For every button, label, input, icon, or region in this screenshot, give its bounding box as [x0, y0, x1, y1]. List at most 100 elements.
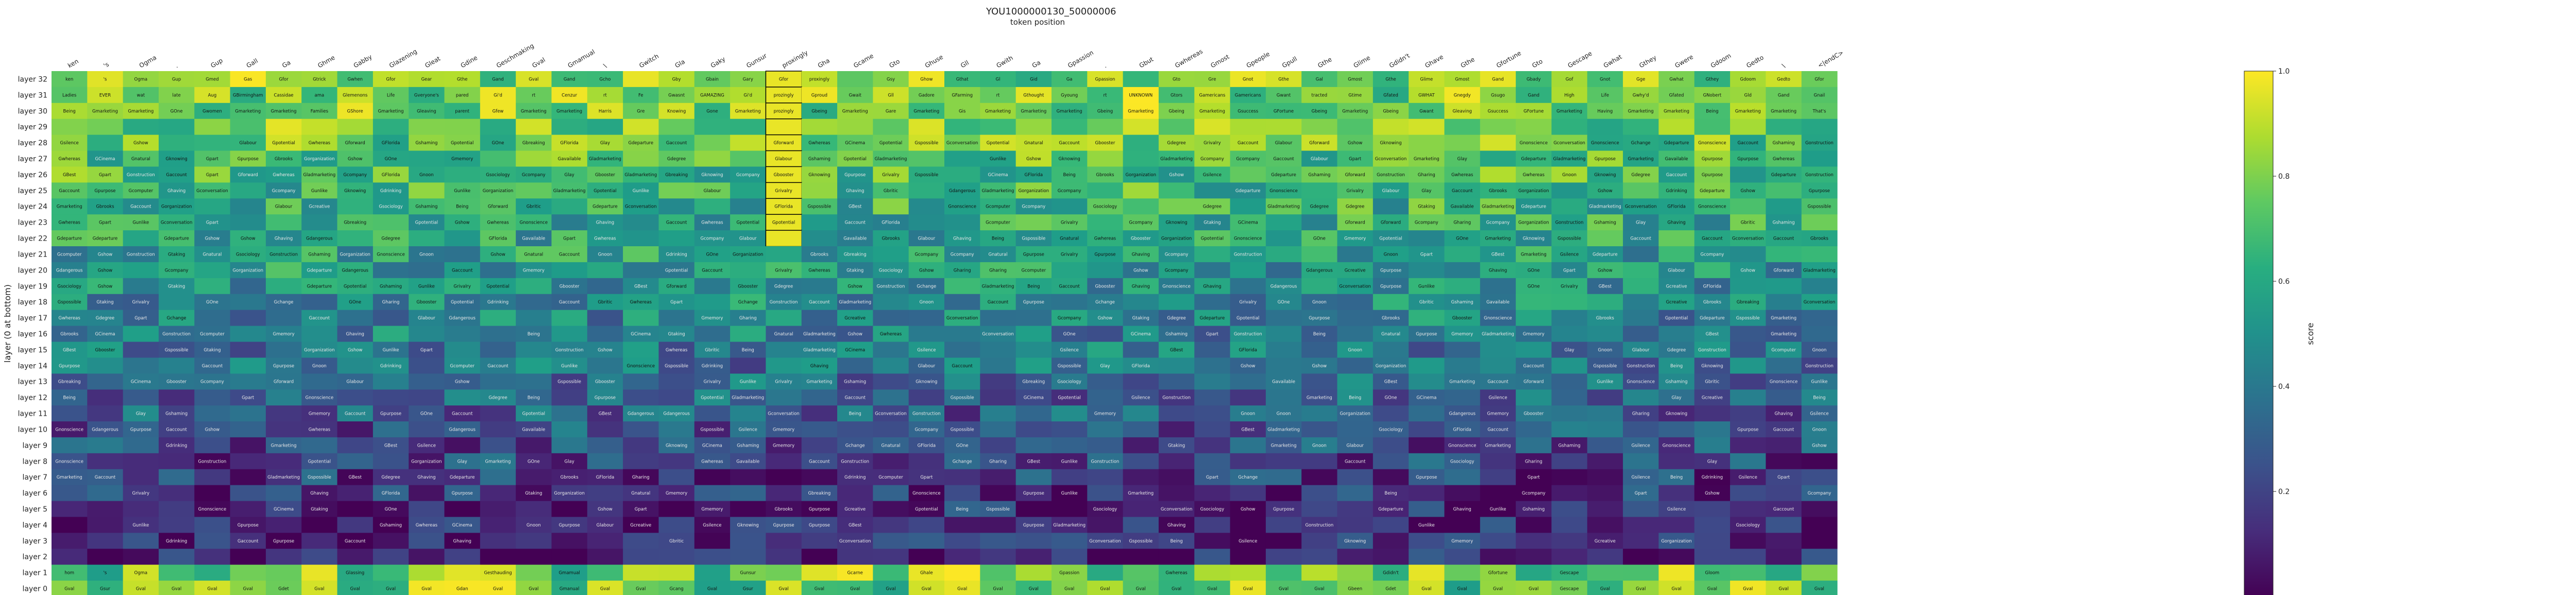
- heatmap-cell: [587, 278, 623, 295]
- heatmap-cell-label: Gthe: [457, 77, 468, 82]
- heatmap-cell: [944, 310, 980, 327]
- heatmap-cell: [52, 389, 88, 406]
- heatmap-cell-label: Gmarketing: [842, 109, 868, 114]
- heatmap-cell-label: Harris: [599, 109, 612, 114]
- heatmap-cell-label: GCinema: [988, 173, 1008, 178]
- heatmap-cell: [516, 501, 552, 517]
- y-axis-label: layer (0 at bottom): [3, 284, 12, 363]
- heatmap-cell: [1658, 87, 1695, 104]
- heatmap-cell: [1801, 533, 1838, 549]
- heatmap-cell-label: Gid: [1030, 77, 1037, 82]
- heatmap-cell: [658, 358, 695, 374]
- heatmap-cell-label: Gnonscience: [55, 427, 83, 432]
- heatmap-cell: [1444, 150, 1481, 167]
- heatmap-cell: [444, 342, 481, 358]
- heatmap-cell-label: Gladmarketing: [982, 284, 1014, 289]
- heatmap-cell-label: Gdrinking: [166, 539, 187, 544]
- heatmap-cell: [444, 182, 481, 199]
- heatmap-cell: [301, 342, 338, 358]
- heatmap-cell-label: Gdangerous: [1306, 268, 1333, 273]
- heatmap-cell: [658, 581, 695, 595]
- heatmap-cell: [1123, 485, 1159, 502]
- heatmap-cell: [480, 342, 516, 358]
- heatmap-cell: [944, 262, 980, 279]
- heatmap-cell: [52, 87, 88, 104]
- heatmap-cell-label: Gwhereas: [1094, 236, 1116, 242]
- heatmap-cell: [908, 342, 945, 358]
- heatmap-cell: [944, 246, 980, 263]
- heatmap-cell: [551, 358, 588, 374]
- heatmap-cell: [1123, 581, 1159, 595]
- heatmap-cell: [1623, 294, 1659, 311]
- heatmap-cell: [980, 150, 1016, 167]
- heatmap-cell: [444, 549, 481, 565]
- heatmap-cell: [409, 198, 445, 215]
- heatmap-cell: [1551, 549, 1588, 565]
- heatmap-cell: [1409, 230, 1445, 247]
- heatmap-cell: [1015, 581, 1052, 595]
- heatmap-cell-label: Gaccount: [666, 141, 687, 146]
- heatmap-cell: [52, 453, 88, 470]
- heatmap-cell: [1444, 103, 1481, 120]
- heatmap-cell: [1265, 103, 1302, 120]
- heatmap-cell: [1409, 581, 1445, 595]
- heatmap-cell-label: Gmarketing: [913, 109, 939, 114]
- heatmap-cell-label: Gcompany: [1022, 205, 1045, 210]
- heatmap-cell: [1658, 182, 1695, 199]
- heatmap-cell-label: Gshaming: [1451, 300, 1473, 305]
- heatmap-cell-label: Gval: [1671, 587, 1681, 592]
- heatmap-cell: [337, 342, 374, 358]
- x-tick-label: Gwere: [1674, 53, 1694, 69]
- heatmap-cell-label: Gconversation: [982, 332, 1014, 337]
- heatmap-cell: [1158, 358, 1195, 374]
- heatmap-cell-label: GCinema: [845, 141, 865, 146]
- heatmap-cell-label: Gshow: [348, 157, 363, 162]
- heatmap-cell: [908, 565, 945, 581]
- x-tick-label: .: [1102, 62, 1107, 70]
- heatmap-cell-label: Gshow: [1312, 364, 1327, 369]
- heatmap-cell-label: Gaccount: [95, 475, 116, 480]
- heatmap-cell: [1516, 246, 1552, 263]
- heatmap-cell: [1444, 517, 1481, 533]
- heatmap-cell: [908, 230, 945, 247]
- heatmap-cell-label: Gshaming: [1558, 443, 1581, 448]
- heatmap-cell: [337, 214, 374, 231]
- heatmap-cell: [444, 230, 481, 247]
- heatmap-cell: [1694, 182, 1731, 199]
- heatmap-cell: [1158, 262, 1195, 279]
- heatmap-cell-label: Gcompany: [914, 427, 938, 432]
- heatmap-cell: [1587, 230, 1623, 247]
- heatmap-cell: [516, 182, 552, 199]
- heatmap-cell-label: Gaccount: [1666, 173, 1687, 178]
- heatmap-cell-label: Gonstruction: [1305, 523, 1333, 528]
- heatmap-cell: [301, 262, 338, 279]
- heatmap-cell: [623, 103, 659, 120]
- heatmap-cell-label: Gwhereas: [416, 523, 438, 528]
- heatmap-cell: [123, 373, 159, 390]
- heatmap-cell: [1623, 134, 1659, 151]
- heatmap-cell-label: Gcreative: [1595, 539, 1616, 544]
- heatmap-cell: [944, 118, 980, 135]
- x-tick-label: Gwhat: [1602, 53, 1623, 70]
- heatmap-cell: [1409, 150, 1445, 167]
- heatmap-cell: [1516, 182, 1552, 199]
- heatmap-cell-label: Glabour: [1275, 141, 1293, 146]
- heatmap-cell-label: Gknowing: [1594, 173, 1616, 178]
- heatmap-cell-label: That's: [1812, 109, 1826, 114]
- heatmap-cell-label: Gpart: [1777, 475, 1790, 480]
- heatmap-cell: [265, 342, 302, 358]
- heatmap-cell-label: Gnatural: [1060, 236, 1079, 242]
- heatmap-cell: [1337, 342, 1374, 358]
- heatmap-cell: [158, 118, 195, 135]
- heatmap-cell-label: Gshow: [205, 236, 220, 242]
- heatmap-cell-label: Gmarketing: [1485, 236, 1511, 242]
- heatmap-cell: [801, 294, 838, 311]
- heatmap-cell-label: GBest: [1170, 348, 1183, 353]
- heatmap-cell-label: Gaccount: [1631, 236, 1652, 242]
- heatmap-cell: [1516, 310, 1552, 327]
- heatmap-cell: [516, 198, 552, 215]
- heatmap-cell: [1337, 310, 1374, 327]
- heatmap-cell: [1230, 278, 1266, 295]
- heatmap-cell-label: Gspossible: [308, 475, 331, 480]
- heatmap-cell: [837, 437, 873, 454]
